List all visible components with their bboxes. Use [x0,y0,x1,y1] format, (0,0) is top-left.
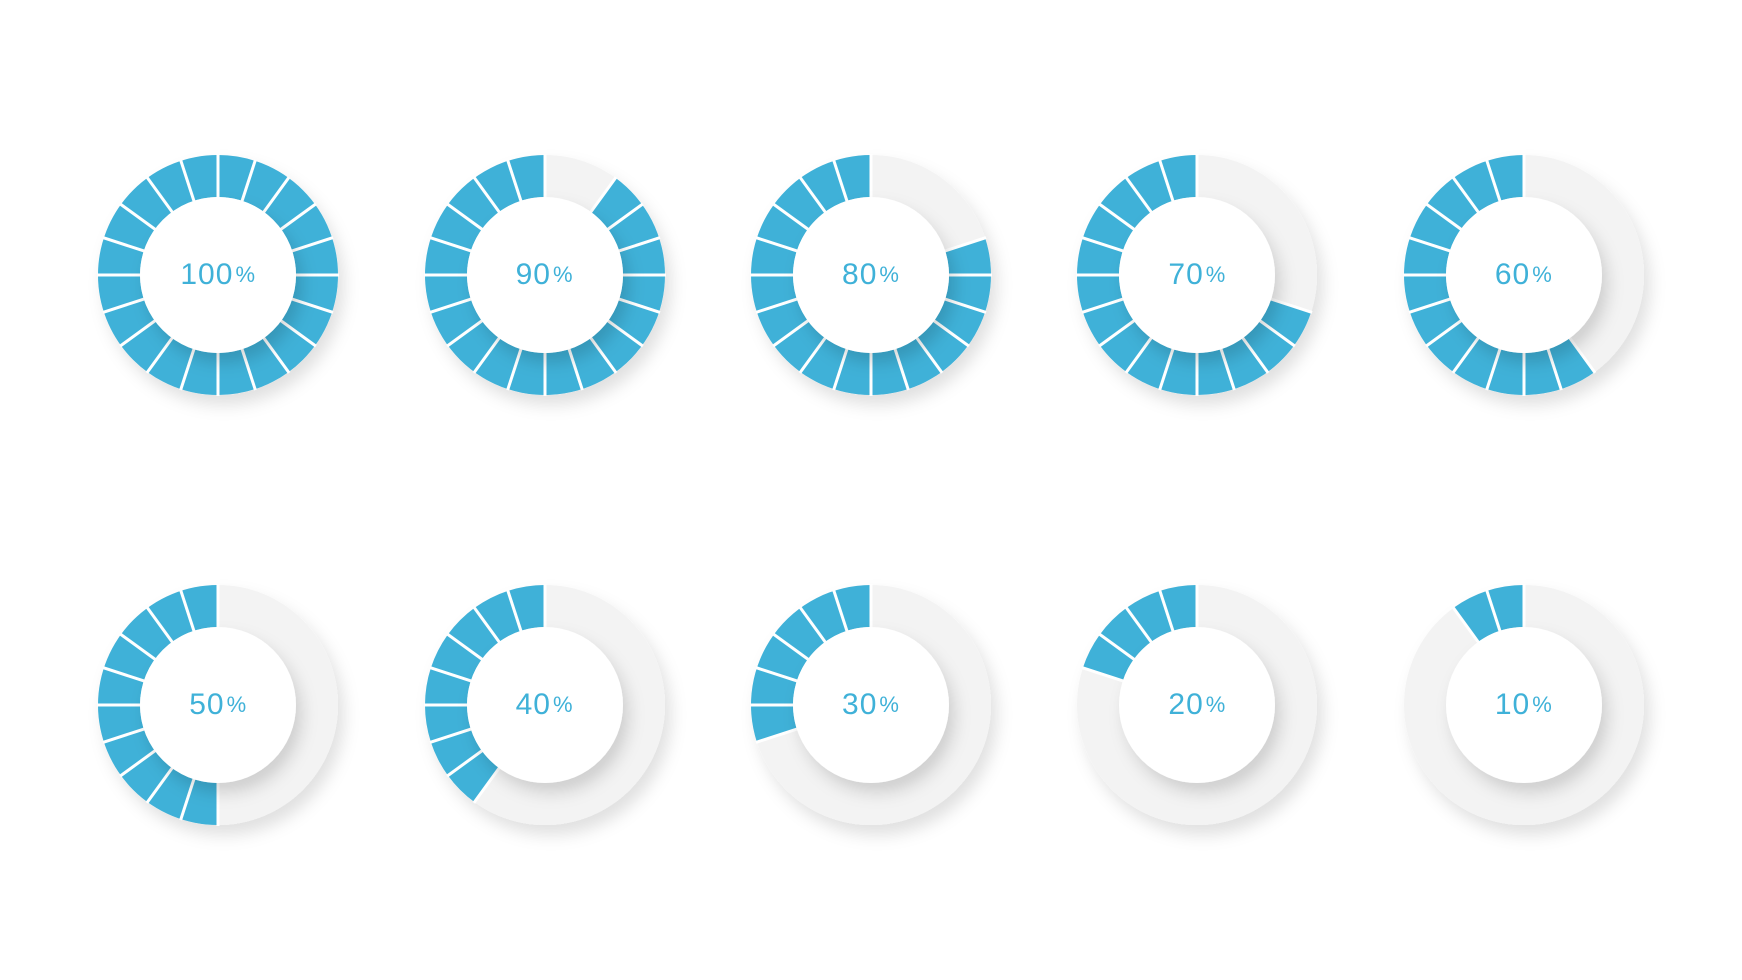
gauge-label: 50% [98,585,338,825]
gauge-30: 30% [751,585,991,825]
percent-sign: % [553,262,574,288]
gauge-40: 40% [425,585,665,825]
percent-sign: % [1532,692,1553,718]
gauge-value: 10 [1495,688,1532,722]
gauge-label: 60% [1404,155,1644,395]
percent-sign: % [1206,692,1227,718]
percent-sign: % [879,692,900,718]
percent-sign: % [235,262,256,288]
percent-sign: % [879,262,900,288]
gauge-value: 40 [516,688,553,722]
gauge-value: 30 [842,688,879,722]
gauge-value: 100 [180,258,235,292]
gauge-80: 80% [751,155,991,395]
gauge-label: 90% [425,155,665,395]
gauge-10: 10% [1404,585,1644,825]
gauge-label: 10% [1404,585,1644,825]
gauge-100: 100% [98,155,338,395]
gauge-60: 60% [1404,155,1644,395]
gauge-value: 20 [1168,688,1205,722]
percent-sign: % [1532,262,1553,288]
gauge-value: 80 [842,258,879,292]
gauge-label: 40% [425,585,665,825]
gauge-value: 50 [189,688,226,722]
gauge-value: 90 [516,258,553,292]
gauge-value: 70 [1168,258,1205,292]
gauge-grid: 100% 90% 80% 70% 60% 50% 40% [0,0,1742,980]
gauge-label: 80% [751,155,991,395]
percent-sign: % [1206,262,1227,288]
gauge-label: 20% [1077,585,1317,825]
gauge-label: 30% [751,585,991,825]
percent-sign: % [553,692,574,718]
gauge-90: 90% [425,155,665,395]
gauge-70: 70% [1077,155,1317,395]
gauge-label: 100% [98,155,338,395]
gauge-50: 50% [98,585,338,825]
gauge-20: 20% [1077,585,1317,825]
percent-sign: % [227,692,248,718]
gauge-label: 70% [1077,155,1317,395]
gauge-value: 60 [1495,258,1532,292]
